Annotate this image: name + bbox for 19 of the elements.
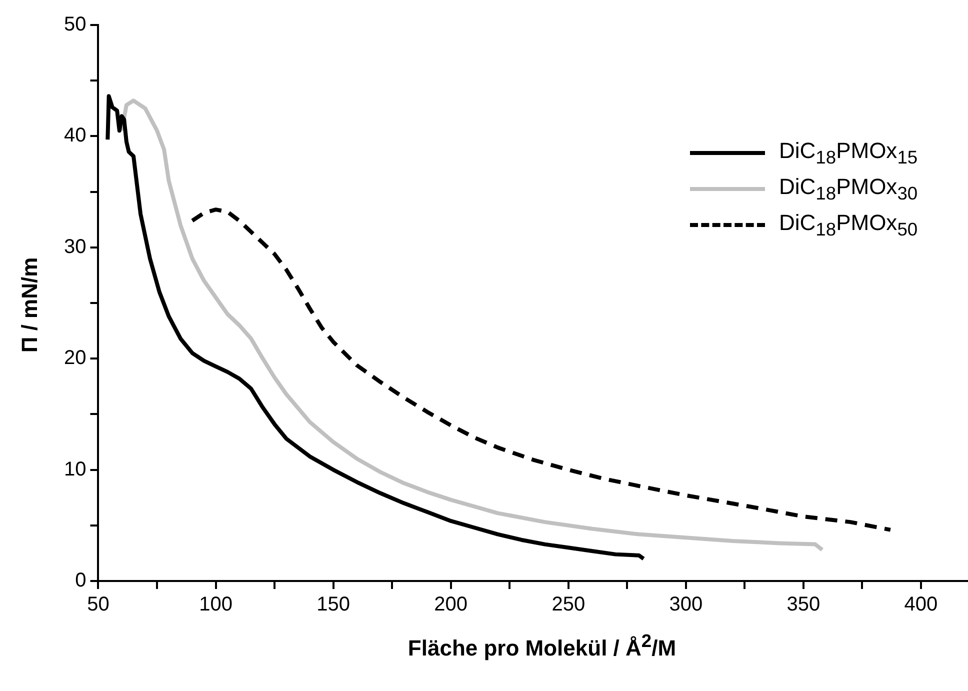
y-tick-label: 10 [64, 458, 86, 480]
y-axis-title: Π / mN/m [17, 257, 43, 353]
x-tick-label: 50 [87, 594, 110, 616]
y-tick-label: 20 [64, 347, 86, 370]
legend-label: DiC$_{18}$PMOx$_{30}$ [779, 174, 918, 204]
y-tick-label: 30 [64, 236, 86, 258]
x-tick-label: 400 [904, 594, 938, 616]
y-tick-label: 50 [64, 14, 86, 36]
x-axis-title: Fläche pro Molekül / Å$^{2}$/M [406, 630, 678, 662]
x-tick-label: 150 [316, 594, 350, 616]
x-tick-label: 250 [552, 594, 586, 616]
x-tick-label: 200 [434, 594, 468, 616]
legend-label: DiC$_{18}$PMOx$_{50}$ [779, 210, 918, 240]
y-tick-label: 0 [75, 570, 86, 592]
x-tick-label: 300 [669, 594, 703, 616]
legend-label: DiC$_{18}$PMOx$_{15}$ [779, 138, 918, 168]
y-tick-label: 40 [64, 124, 86, 147]
x-tick-label: 100 [199, 594, 232, 616]
x-tick-label: 350 [786, 594, 820, 616]
